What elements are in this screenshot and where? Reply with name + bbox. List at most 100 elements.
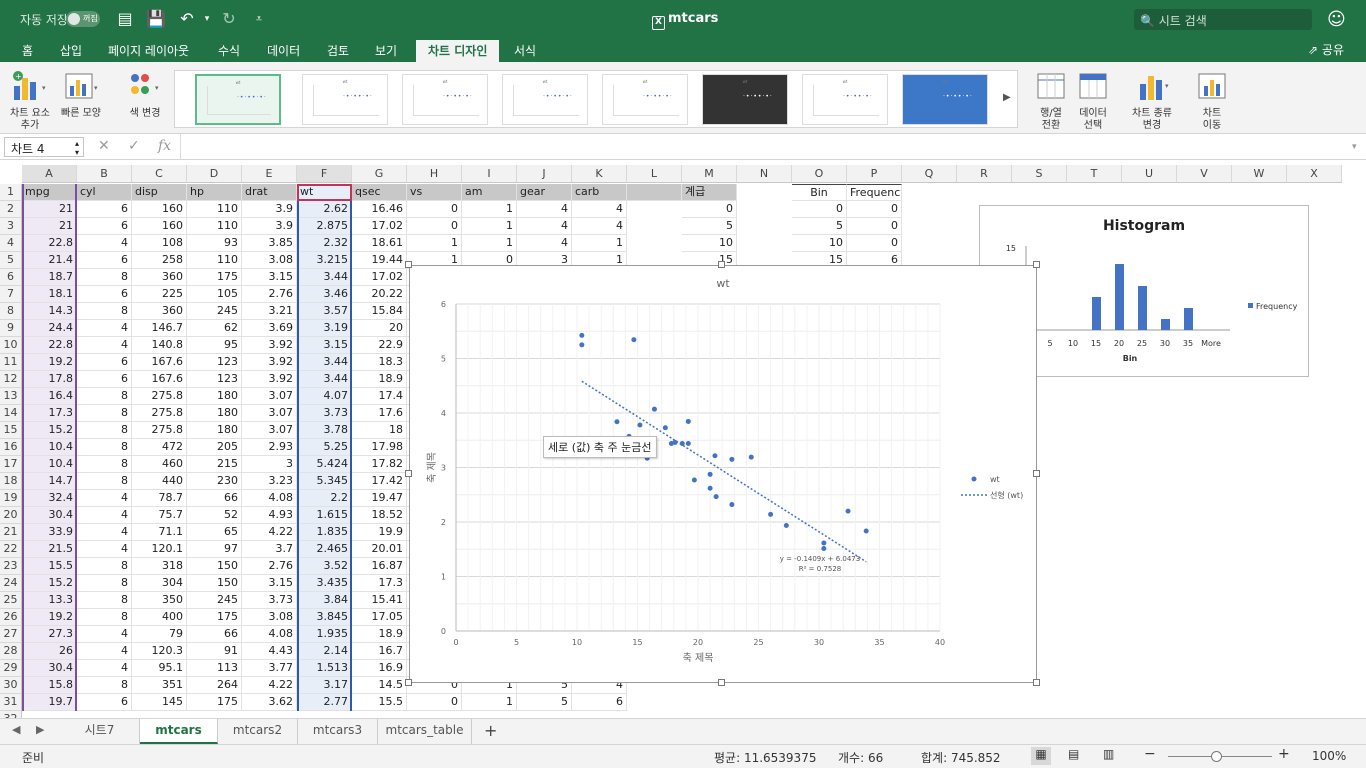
data-cell[interactable]: 18.61: [352, 235, 407, 252]
chart-style-5[interactable]: wt ·•·••·•·: [602, 74, 688, 125]
data-cell[interactable]: 22.9: [352, 337, 407, 354]
page-break-view-icon[interactable]: ▥: [1103, 747, 1115, 761]
save-icon[interactable]: 💾: [146, 9, 166, 28]
data-cell[interactable]: 2.76: [242, 286, 297, 303]
data-cell[interactable]: 18: [352, 422, 407, 439]
data-cell[interactable]: 17.98: [352, 439, 407, 456]
data-cell[interactable]: 3.85: [242, 235, 297, 252]
column-header-R[interactable]: R: [957, 165, 1012, 183]
bin-cell[interactable]: 10: [792, 235, 847, 252]
resize-handle-t[interactable]: [718, 261, 725, 268]
data-cell[interactable]: 18.7: [22, 269, 77, 286]
column-header-W[interactable]: W: [1232, 165, 1287, 183]
data-cell[interactable]: 6: [77, 371, 132, 388]
data-cell[interactable]: 3.07: [242, 422, 297, 439]
column-header-L[interactable]: L: [627, 165, 682, 183]
row-header-9[interactable]: 9: [0, 320, 22, 337]
sheet-tab-1[interactable]: 시트7: [60, 719, 140, 744]
data-cell[interactable]: 10.4: [22, 439, 77, 456]
resize-handle-l[interactable]: [405, 470, 412, 477]
data-cell[interactable]: 4.08: [242, 490, 297, 507]
page-layout-view-icon[interactable]: ▤: [1068, 747, 1080, 761]
tab-review[interactable]: 검토: [327, 44, 350, 58]
data-cell[interactable]: 1: [462, 677, 517, 694]
data-cell[interactable]: 17.3: [22, 405, 77, 422]
data-cell[interactable]: 120.3: [132, 643, 187, 660]
data-cell[interactable]: 66: [187, 490, 242, 507]
data-cell[interactable]: 6: [77, 201, 132, 218]
data-cell[interactable]: 3.77: [242, 660, 297, 677]
data-cell[interactable]: 4.43: [242, 643, 297, 660]
header-cell-qsec[interactable]: qsec: [352, 184, 407, 201]
data-cell[interactable]: 19.7: [22, 694, 77, 711]
row-header-22[interactable]: 22: [0, 541, 22, 558]
data-cell[interactable]: 3.08: [242, 252, 297, 269]
row-header-1[interactable]: 1: [0, 184, 22, 201]
data-cell[interactable]: 3.69: [242, 320, 297, 337]
chart-style-6[interactable]: wt ·•·••·•·: [702, 74, 788, 125]
data-cell[interactable]: 22.8: [22, 337, 77, 354]
data-cell[interactable]: 91: [187, 643, 242, 660]
sheet-tab-mtcars[interactable]: mtcars: [140, 719, 218, 744]
zoom-slider-thumb[interactable]: [1211, 751, 1222, 762]
change-colors-button[interactable]: ▾ 색 변경: [122, 70, 168, 120]
row-header-8[interactable]: 8: [0, 303, 22, 320]
data-cell[interactable]: 2.875: [297, 218, 352, 235]
resize-handle-tl[interactable]: [405, 261, 412, 268]
data-cell[interactable]: 3.62: [242, 694, 297, 711]
data-cell[interactable]: 4: [77, 235, 132, 252]
chart-style-3[interactable]: wt ·•·••·•·: [402, 74, 488, 125]
data-cell[interactable]: 3.845: [297, 609, 352, 626]
column-header-K[interactable]: K: [572, 165, 627, 183]
column-header-S[interactable]: S: [1012, 165, 1067, 183]
chart-style-8[interactable]: wt ·•·••·•·: [902, 74, 988, 125]
data-cell[interactable]: 3.78: [297, 422, 352, 439]
tab-formulas[interactable]: 수식: [218, 44, 241, 58]
data-cell[interactable]: 19.2: [22, 354, 77, 371]
data-cell[interactable]: 13.3: [22, 592, 77, 609]
row-header-20[interactable]: 20: [0, 507, 22, 524]
tab-format[interactable]: 서식: [514, 44, 537, 58]
data-cell[interactable]: 167.6: [132, 371, 187, 388]
column-header-G[interactable]: G: [352, 165, 407, 183]
cancel-icon[interactable]: ✕: [98, 138, 110, 154]
data-cell[interactable]: 351: [132, 677, 187, 694]
data-cell[interactable]: 4: [77, 507, 132, 524]
frequency-cell[interactable]: 0: [847, 235, 902, 252]
data-cell[interactable]: 21: [22, 218, 77, 235]
data-cell[interactable]: 79: [132, 626, 187, 643]
row-header-10[interactable]: 10: [0, 337, 22, 354]
data-cell[interactable]: 180: [187, 388, 242, 405]
data-cell[interactable]: 8: [77, 677, 132, 694]
column-header-E[interactable]: E: [242, 165, 297, 183]
data-cell[interactable]: 4.22: [242, 677, 297, 694]
zoom-in-icon[interactable]: +: [1278, 746, 1290, 762]
data-cell[interactable]: 2.93: [242, 439, 297, 456]
sheet-tab-4[interactable]: mtcars3: [298, 719, 378, 744]
data-cell[interactable]: 3.15: [297, 337, 352, 354]
data-cell[interactable]: 304: [132, 575, 187, 592]
row-header-26[interactable]: 26: [0, 609, 22, 626]
data-cell[interactable]: 2.76: [242, 558, 297, 575]
row-header-4[interactable]: 4: [0, 235, 22, 252]
data-cell[interactable]: 150: [187, 558, 242, 575]
data-cell[interactable]: 30.4: [22, 660, 77, 677]
data-cell[interactable]: 1: [462, 218, 517, 235]
row-header-19[interactable]: 19: [0, 490, 22, 507]
data-cell[interactable]: 1.615: [297, 507, 352, 524]
data-cell[interactable]: 440: [132, 473, 187, 490]
data-cell[interactable]: 15.5: [352, 694, 407, 711]
chart-style-2[interactable]: wt ·•·••·•·: [302, 74, 388, 125]
data-cell[interactable]: 145: [132, 694, 187, 711]
data-cell[interactable]: 123: [187, 371, 242, 388]
tab-data[interactable]: 데이터: [267, 44, 301, 58]
sheet-tab-5[interactable]: mtcars_table: [378, 719, 472, 744]
data-cell[interactable]: 18.3: [352, 354, 407, 371]
data-cell[interactable]: 52: [187, 507, 242, 524]
row-header-29[interactable]: 29: [0, 660, 22, 677]
data-cell[interactable]: 4.93: [242, 507, 297, 524]
tab-insert[interactable]: 삽입: [60, 44, 83, 58]
data-cell[interactable]: 14.5: [352, 677, 407, 694]
data-cell[interactable]: 4.22: [242, 524, 297, 541]
resize-handle-b[interactable]: [718, 679, 725, 686]
